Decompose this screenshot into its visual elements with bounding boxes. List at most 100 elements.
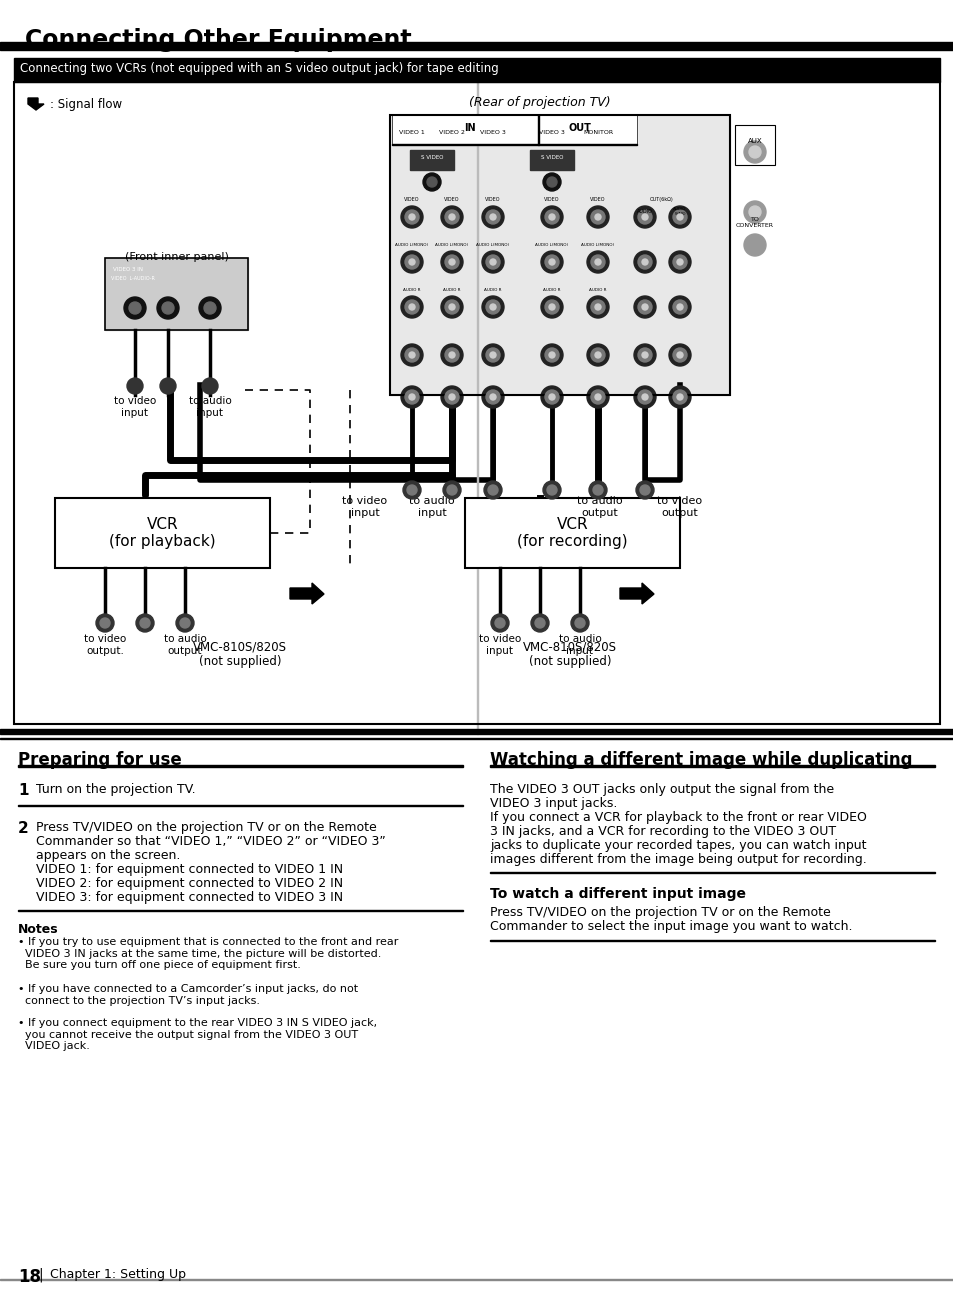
Text: Watching a different image while duplicating: Watching a different image while duplica… [490,751,911,769]
Circle shape [127,378,143,393]
Text: VIDEO 3 IN: VIDEO 3 IN [112,267,143,272]
Text: to audio
output: to audio output [577,496,622,518]
Text: to audio
output: to audio output [164,634,206,656]
Text: VIDEO: VIDEO [543,197,559,202]
Circle shape [590,300,604,314]
Bar [390,115,729,395]
Text: AUDIO L(MONO): AUDIO L(MONO) [580,243,614,247]
Circle shape [100,619,110,628]
Circle shape [405,389,418,404]
Circle shape [409,214,415,220]
Circle shape [586,344,608,366]
Circle shape [590,255,604,269]
Text: to video
input: to video input [478,634,520,656]
Text: AUDIO R: AUDIO R [403,289,420,292]
Text: VIDEO 2: VIDEO 2 [438,129,464,135]
Circle shape [672,348,686,362]
Circle shape [405,210,418,224]
Circle shape [483,481,501,499]
Text: VMC-810S/820S
(not supplied): VMC-810S/820S (not supplied) [522,641,617,668]
Circle shape [400,296,422,318]
Circle shape [548,304,555,311]
Text: Connecting Other Equipment: Connecting Other Equipment [25,28,411,52]
Text: Turn on the projection TV.: Turn on the projection TV. [36,783,195,796]
Circle shape [440,206,462,228]
Circle shape [548,393,555,400]
Circle shape [639,485,649,496]
Circle shape [157,298,179,320]
Bar [0,738,953,739]
Text: VCR
(for recording): VCR (for recording) [517,516,627,549]
Circle shape [129,302,141,314]
Circle shape [409,259,415,265]
Text: Press TV/VIDEO on the projection TV or on the Remote: Press TV/VIDEO on the projection TV or o… [490,906,830,919]
Circle shape [449,214,455,220]
Bar [392,115,637,145]
Circle shape [400,386,422,408]
Text: AUDIO R: AUDIO R [443,289,460,292]
Bar [490,871,934,873]
Circle shape [634,251,656,273]
Circle shape [546,177,557,188]
Circle shape [586,206,608,228]
Circle shape [175,613,193,631]
Text: OUT: OUT [568,123,591,133]
Text: jacks to duplicate your recorded tapes, you can watch input: jacks to duplicate your recorded tapes, … [490,839,865,851]
Text: Press TV/VIDEO on the projection TV or on the Remote: Press TV/VIDEO on the projection TV or o… [36,820,376,835]
Text: AUDIO R: AUDIO R [542,289,560,292]
Circle shape [638,210,651,224]
Circle shape [641,393,647,400]
Circle shape [542,173,560,192]
Text: Notes: Notes [18,923,58,936]
Text: AUX: AUX [747,138,761,144]
Circle shape [440,296,462,318]
Bar [55,498,270,568]
Circle shape [449,352,455,358]
Circle shape [449,304,455,311]
Circle shape [544,389,558,404]
Circle shape [641,259,647,265]
Circle shape [531,613,548,631]
Text: • If you connect equipment to the rear VIDEO 3 IN S VIDEO jack,
  you cannot rec: • If you connect equipment to the rear V… [18,1018,376,1051]
Circle shape [595,214,600,220]
Circle shape [400,344,422,366]
Circle shape [748,206,760,217]
Circle shape [409,393,415,400]
Circle shape [481,344,503,366]
Circle shape [402,481,420,499]
Bar [530,150,574,170]
Bar [490,765,934,767]
Circle shape [542,481,560,499]
Text: AUDIO
(VAR): AUDIO (VAR) [673,207,686,216]
Circle shape [427,177,436,188]
Text: 18: 18 [18,1268,41,1286]
Polygon shape [28,98,44,110]
Circle shape [444,210,458,224]
Circle shape [409,304,415,311]
Text: IN: IN [464,123,476,133]
Circle shape [743,141,765,163]
Bar [14,58,939,82]
Circle shape [595,393,600,400]
Circle shape [590,210,604,224]
Circle shape [405,300,418,314]
Circle shape [668,206,690,228]
Circle shape [440,344,462,366]
Circle shape [546,485,557,496]
Circle shape [641,214,647,220]
Text: VIDEO: VIDEO [404,197,419,202]
Circle shape [540,251,562,273]
Circle shape [481,251,503,273]
Bar [18,910,462,911]
Circle shape [634,296,656,318]
Text: VIDEO 3: VIDEO 3 [479,129,505,135]
Text: to video
input: to video input [113,396,156,418]
Text: AUDIO: AUDIO [637,210,652,214]
Bar [390,115,729,395]
Circle shape [485,389,499,404]
Text: 1: 1 [18,783,29,798]
Circle shape [677,214,682,220]
Circle shape [595,352,600,358]
Circle shape [535,619,544,628]
Bar [0,729,953,734]
